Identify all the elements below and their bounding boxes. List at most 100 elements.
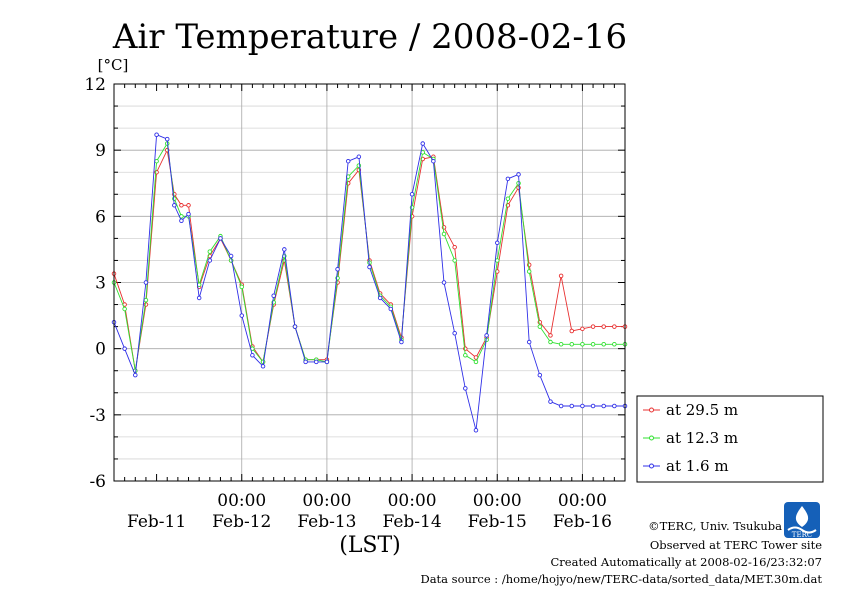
legend-item: at 1.6 m (643, 457, 729, 475)
legend-label: at 29.5 m (666, 401, 738, 419)
legend-swatch-marker (649, 435, 654, 441)
x-date-label: Feb-11 (127, 512, 186, 532)
data-point (601, 324, 606, 329)
data-point (218, 236, 223, 241)
legend-label: at 1.6 m (666, 457, 729, 475)
data-point (143, 297, 149, 303)
x-time-label: 00:00 (388, 491, 437, 511)
data-point (452, 330, 457, 336)
data-point (452, 258, 457, 263)
series-at-1-6-m (111, 132, 628, 433)
data-point (282, 247, 287, 252)
data-point (324, 359, 330, 365)
y-tick-label: 12 (84, 75, 106, 95)
data-point (580, 342, 585, 347)
credit-copyright: ©TERC, Univ. Tsukuba (648, 519, 782, 533)
data-point (452, 244, 457, 250)
data-point (505, 176, 511, 182)
plot-area-frame (113, 83, 626, 482)
data-point (537, 372, 543, 378)
data-point (473, 359, 479, 365)
data-point (612, 324, 617, 329)
data-point (441, 280, 447, 285)
data-point (250, 353, 255, 358)
data-point (569, 328, 575, 334)
data-point (463, 386, 468, 391)
data-point (186, 211, 191, 217)
x-date-label: Feb-13 (297, 512, 356, 532)
data-point (495, 240, 500, 246)
data-point (484, 333, 489, 338)
data-point (431, 158, 436, 164)
credit-created: Created Automatically at 2008-02-16/23:3… (551, 555, 823, 569)
data-point (345, 158, 351, 164)
data-point (122, 346, 127, 351)
data-point (516, 172, 521, 177)
data-point (580, 403, 585, 409)
legend: at 29.5 m at 12.3 m at 1.6 m (636, 395, 824, 483)
x-time-label: 00:00 (473, 491, 522, 511)
data-point (154, 132, 159, 137)
x-date-label: Feb-12 (212, 512, 271, 532)
y-tick-label: 0 (95, 340, 106, 360)
series-layer (111, 132, 628, 433)
data-point (441, 231, 447, 237)
data-point (601, 342, 606, 347)
data-point (122, 306, 127, 312)
data-point (526, 269, 532, 274)
data-point (558, 273, 564, 279)
data-point (172, 203, 177, 208)
data-point (154, 158, 159, 164)
data-point (335, 267, 340, 272)
data-point (207, 249, 213, 254)
legend-box (636, 395, 824, 483)
data-point (367, 264, 372, 270)
data-point (590, 403, 596, 409)
data-point (292, 324, 298, 329)
y-axis-unit-label: [°C] (98, 56, 129, 74)
y-tick-label: 3 (95, 274, 106, 294)
legend-label: at 12.3 m (666, 429, 738, 447)
data-point (207, 258, 213, 263)
data-point (612, 403, 617, 409)
x-tick-labels: 00:00 00:00 00:00 00:00 00:00 Feb-11 Feb-12 Feb… (127, 491, 612, 532)
data-point (590, 342, 596, 347)
data-point (526, 339, 532, 345)
data-point (580, 326, 585, 332)
y-tick-label: -6 (89, 472, 106, 492)
data-point (420, 141, 425, 146)
terc-logo: TERC (784, 502, 820, 539)
data-point (179, 218, 184, 223)
y-tick-label: 6 (95, 207, 106, 227)
data-point (196, 295, 202, 301)
x-time-label: 00:00 (558, 491, 607, 511)
data-point (271, 293, 276, 298)
data-point (505, 196, 511, 201)
x-date-label: Feb-14 (382, 512, 441, 532)
data-point (548, 339, 553, 345)
data-point (473, 428, 479, 433)
data-point (179, 203, 184, 208)
data-point (314, 359, 319, 365)
legend-item: at 12.3 m (643, 429, 738, 447)
data-point (548, 333, 553, 338)
data-point (388, 306, 394, 312)
data-point (260, 364, 266, 369)
data-point (569, 342, 575, 347)
logo-text: TERC (792, 531, 812, 539)
data-point (399, 339, 404, 345)
data-point (133, 372, 138, 378)
credits: ©TERC, Univ. Tsukuba Observed at TERC To… (420, 519, 822, 586)
data-point (612, 342, 617, 347)
data-point (239, 313, 244, 318)
x-axis-label: (LST) (339, 533, 401, 558)
y-tick-label: 9 (95, 141, 106, 161)
x-date-label: Feb-16 (553, 512, 612, 532)
data-point (558, 342, 564, 347)
legend-swatch-marker (649, 463, 654, 469)
y-tick-label: -3 (89, 406, 106, 426)
data-point (239, 284, 244, 290)
legend-item: at 29.5 m (643, 401, 738, 419)
x-time-label: 00:00 (217, 491, 266, 511)
